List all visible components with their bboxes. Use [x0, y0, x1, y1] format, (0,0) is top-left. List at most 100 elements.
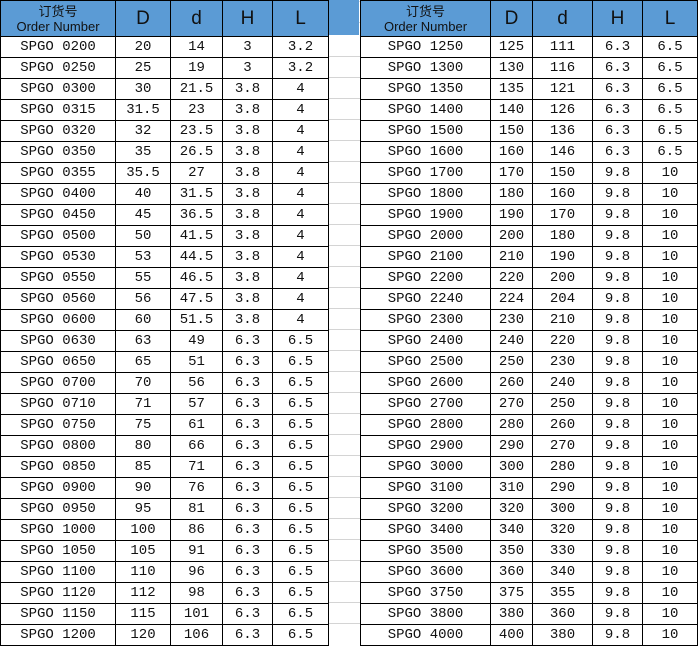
cell-D: 85 — [115, 456, 171, 478]
cell-d: 160 — [532, 183, 593, 205]
cell-H: 3.8 — [222, 99, 273, 121]
table-row: SPGO 1200 120 106 6.3 6.5 — [0, 624, 329, 646]
cell-d: 66 — [170, 435, 223, 457]
cell-order-number: SPGO 3400 — [360, 519, 491, 541]
cell-H: 9.8 — [592, 456, 643, 478]
cell-H: 3.8 — [222, 204, 273, 226]
cell-D: 105 — [115, 540, 171, 562]
table-row: SPGO 0710 71 57 6.3 6.5 — [0, 393, 329, 415]
cell-d: 230 — [532, 351, 593, 373]
cell-L: 4 — [272, 225, 329, 247]
table-row: SPGO 0630 63 49 6.3 6.5 — [0, 330, 329, 352]
table-row: SPGO 0200 20 14 3 3.2 — [0, 36, 329, 58]
header-row: 订货号 Order Number D d H L — [360, 0, 698, 37]
cell-d: 126 — [532, 99, 593, 121]
cell-order-number: SPGO 1800 — [360, 183, 491, 205]
table-row: SPGO 0800 80 66 6.3 6.5 — [0, 435, 329, 457]
cell-H: 3.8 — [222, 162, 273, 184]
spacer-header — [329, 0, 359, 35]
cell-L: 10 — [642, 351, 698, 373]
cell-order-number: SPGO 2300 — [360, 309, 491, 331]
cell-D: 30 — [115, 78, 171, 100]
cell-H: 9.8 — [592, 246, 643, 268]
cell-L: 10 — [642, 435, 698, 457]
cell-D: 260 — [490, 372, 533, 394]
cell-d: 71 — [170, 456, 223, 478]
cell-D: 250 — [490, 351, 533, 373]
cell-H: 6.3 — [222, 540, 273, 562]
cell-L: 10 — [642, 603, 698, 625]
table-row: SPGO 3200 320 300 9.8 10 — [360, 498, 698, 520]
cell-order-number: SPGO 2000 — [360, 225, 491, 247]
header-H: H — [222, 0, 273, 37]
cell-d: 76 — [170, 477, 223, 499]
table-row: SPGO 2500 250 230 9.8 10 — [360, 351, 698, 373]
cell-d: 57 — [170, 393, 223, 415]
cell-order-number: SPGO 0250 — [0, 57, 116, 79]
cell-order-number: SPGO 0700 — [0, 372, 116, 394]
cell-order-number: SPGO 0355 — [0, 162, 116, 184]
table-row: SPGO 0850 85 71 6.3 6.5 — [0, 456, 329, 478]
cell-D: 230 — [490, 309, 533, 331]
cell-L: 10 — [642, 330, 698, 352]
cell-d: 300 — [532, 498, 593, 520]
header-row: 订货号 Order Number D d H L — [0, 0, 329, 37]
cell-L: 4 — [272, 204, 329, 226]
cell-H: 6.3 — [222, 372, 273, 394]
table-row: SPGO 1700 170 150 9.8 10 — [360, 162, 698, 184]
cell-order-number: SPGO 1050 — [0, 540, 116, 562]
cell-H: 3.8 — [222, 246, 273, 268]
table-row: SPGO 0530 53 44.5 3.8 4 — [0, 246, 329, 268]
cell-order-number: SPGO 1200 — [0, 624, 116, 646]
table-row: SPGO 0300 30 21.5 3.8 4 — [0, 78, 329, 100]
cell-d: 260 — [532, 414, 593, 436]
cell-H: 6.3 — [592, 78, 643, 100]
cell-d: 200 — [532, 267, 593, 289]
cell-order-number: SPGO 0350 — [0, 141, 116, 163]
cell-d: 220 — [532, 330, 593, 352]
cell-H: 3 — [222, 57, 273, 79]
cell-D: 56 — [115, 288, 171, 310]
cell-L: 10 — [642, 267, 698, 289]
cell-H: 9.8 — [592, 435, 643, 457]
table-row: SPGO 3800 380 360 9.8 10 — [360, 603, 698, 625]
cell-d: 204 — [532, 288, 593, 310]
cell-d: 44.5 — [170, 246, 223, 268]
cell-order-number: SPGO 3800 — [360, 603, 491, 625]
cell-D: 95 — [115, 498, 171, 520]
cell-H: 6.3 — [222, 624, 273, 646]
cell-L: 10 — [642, 246, 698, 268]
cell-L: 6.5 — [272, 393, 329, 415]
cell-d: 270 — [532, 435, 593, 457]
cell-d: 290 — [532, 477, 593, 499]
cell-D: 32 — [115, 120, 171, 142]
cell-H: 3.8 — [222, 183, 273, 205]
cell-order-number: SPGO 2800 — [360, 414, 491, 436]
cell-D: 375 — [490, 582, 533, 604]
cell-H: 9.8 — [592, 162, 643, 184]
cell-L: 4 — [272, 309, 329, 331]
cell-order-number: SPGO 0900 — [0, 477, 116, 499]
cell-L: 6.5 — [272, 372, 329, 394]
cell-d: 86 — [170, 519, 223, 541]
header-order-cn: 订货号 — [405, 3, 445, 19]
cell-D: 55 — [115, 267, 171, 289]
table-row: SPGO 0700 70 56 6.3 6.5 — [0, 372, 329, 394]
cell-H: 6.3 — [222, 498, 273, 520]
cell-D: 135 — [490, 78, 533, 100]
table-row: SPGO 0320 32 23.5 3.8 4 — [0, 120, 329, 142]
cell-D: 270 — [490, 393, 533, 415]
table-row: SPGO 3600 360 340 9.8 10 — [360, 561, 698, 583]
spec-table-left: 订货号 Order Number D d H L SPGO 0200 20 14 3 3.… — [0, 0, 329, 646]
cell-D: 115 — [115, 603, 171, 625]
table-row: SPGO 2800 280 260 9.8 10 — [360, 414, 698, 436]
cell-H: 9.8 — [592, 477, 643, 499]
cell-D: 310 — [490, 477, 533, 499]
cell-L: 10 — [642, 414, 698, 436]
cell-D: 71 — [115, 393, 171, 415]
cell-L: 6.5 — [272, 540, 329, 562]
cell-D: 240 — [490, 330, 533, 352]
cell-L: 6.5 — [272, 351, 329, 373]
header-order-number: 订货号 Order Number — [0, 0, 116, 37]
cell-D: 112 — [115, 582, 171, 604]
